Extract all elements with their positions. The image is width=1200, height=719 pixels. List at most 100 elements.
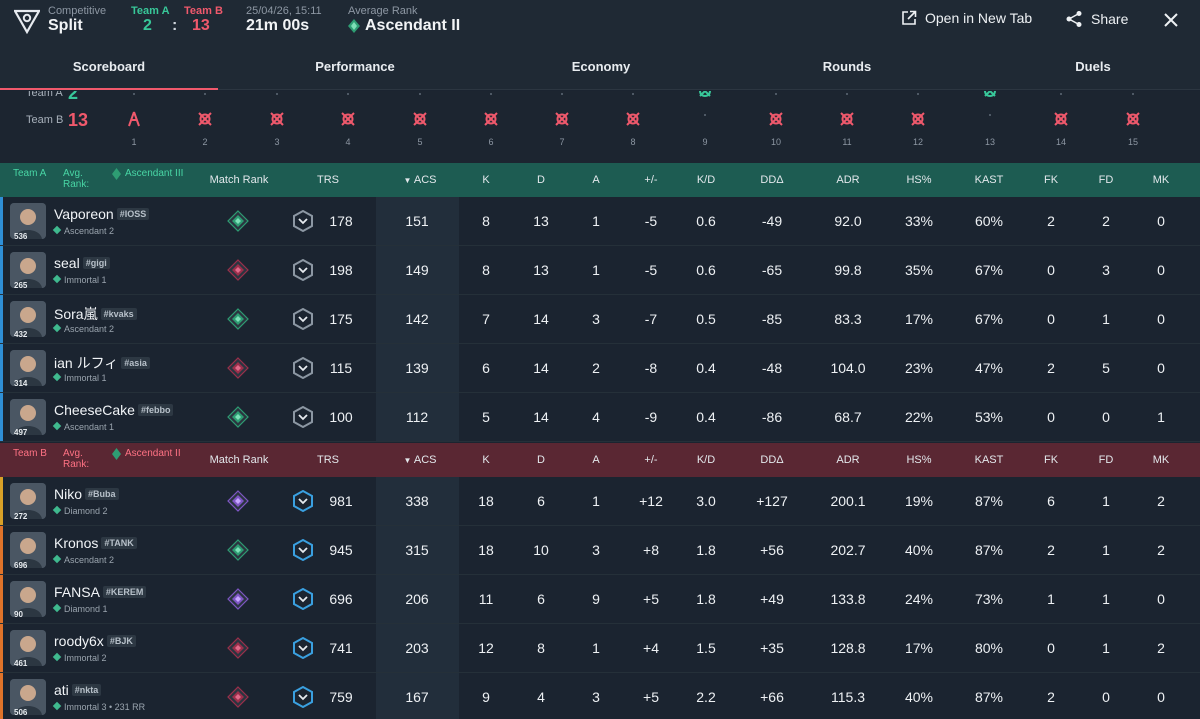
col-adr[interactable]: ADR	[836, 174, 860, 186]
player-name[interactable]: ati	[54, 682, 69, 698]
col-plus-minus[interactable]: +/-	[644, 174, 658, 186]
player-name-line[interactable]: Sora嵐 #kvaks	[54, 304, 137, 324]
agent-avatar[interactable]	[10, 252, 46, 288]
player-row[interactable]: 265 seal #gigi Immortal 1 198 149 8 13 1 -5 0.6 -65…	[0, 246, 1200, 295]
player-name[interactable]: Kronos	[54, 535, 99, 551]
col-mk[interactable]: MK	[1152, 174, 1170, 186]
player-name[interactable]: ian ルフィ	[54, 355, 119, 371]
round-10[interactable]: 10	[761, 91, 791, 163]
round-4[interactable]: 4	[333, 91, 363, 163]
player-row[interactable]: 696 Kronos #TANK Ascendant 2 945 315 18 10 3 +8 1.…	[0, 526, 1200, 575]
agent-avatar[interactable]	[10, 532, 46, 568]
agent-avatar[interactable]	[10, 301, 46, 337]
player-row[interactable]: 314 ian ルフィ #asia Immortal 1 115 139 6 14 2 -8 0.4…	[0, 344, 1200, 393]
player-row[interactable]: 536 Vaporeon #IOSS Ascendant 2 178 151 8 13 1 -5 0…	[0, 197, 1200, 246]
agent-avatar[interactable]	[10, 203, 46, 239]
col-a[interactable]: A	[592, 174, 600, 186]
col-plus-minus[interactable]: +/-	[644, 454, 658, 466]
round-7[interactable]: 7	[547, 91, 577, 163]
player-row[interactable]: 506 ati #nkta Immortal 3 • 231 RR 759 167 9 4 3 +…	[0, 673, 1200, 719]
round-13[interactable]: 13	[975, 91, 1005, 163]
col-hs[interactable]: HS%	[906, 174, 932, 186]
tab-performance[interactable]: Performance	[315, 59, 395, 74]
stat-fd: 1	[1102, 493, 1110, 509]
round-8[interactable]: 8	[618, 91, 648, 163]
open-new-tab-button[interactable]: Open in New Tab	[901, 10, 1032, 26]
player-row[interactable]: 90 FANSA #KEREM Diamond 1 696 206 11 6 9 +5 1.8 +49…	[0, 575, 1200, 624]
round-5[interactable]: 5	[405, 91, 435, 163]
col-fk[interactable]: FK	[1043, 454, 1059, 466]
round-9[interactable]: 9	[690, 91, 720, 163]
player-name[interactable]: Niko	[54, 486, 83, 502]
col-trs[interactable]: TRS	[317, 174, 339, 186]
player-name-line[interactable]: Vaporeon #IOSS	[54, 206, 150, 222]
agent-avatar[interactable]	[10, 399, 46, 435]
col-acs[interactable]: ▼ ACS	[400, 163, 440, 197]
share-button[interactable]: Share	[1065, 10, 1128, 28]
agent-avatar[interactable]	[10, 679, 46, 715]
player-name[interactable]: seal	[54, 255, 80, 271]
stat-adr: 128.8	[830, 640, 866, 656]
round-3[interactable]: 3	[262, 91, 292, 163]
player-name-line[interactable]: Kronos #TANK	[54, 535, 137, 551]
stat-hs: 19%	[904, 493, 934, 509]
col-dd[interactable]: DDΔ	[760, 174, 784, 186]
col-fd[interactable]: FD	[1098, 174, 1114, 186]
player-name-line[interactable]: seal #gigi	[54, 255, 110, 271]
col-kd[interactable]: K/D	[696, 454, 716, 466]
round-number: 6	[488, 137, 494, 147]
agent-avatar[interactable]	[10, 483, 46, 519]
col-k[interactable]: K	[482, 454, 490, 466]
player-name[interactable]: Sora嵐	[54, 306, 98, 322]
stat-pm: -8	[644, 360, 658, 376]
player-name[interactable]: Vaporeon	[54, 206, 114, 222]
col-k[interactable]: K	[482, 174, 490, 186]
player-row[interactable]: 272 Niko #Buba Diamond 2 981 338 18 6 1 +12 3.0 +12…	[0, 477, 1200, 526]
agent-avatar[interactable]	[10, 630, 46, 666]
tab-rounds[interactable]: Rounds	[822, 59, 872, 74]
round-6[interactable]: 6	[476, 91, 506, 163]
round-14[interactable]: 14	[1046, 91, 1076, 163]
col-match-rank[interactable]: Match Rank	[209, 454, 269, 466]
round-1[interactable]: 1	[119, 91, 149, 163]
round-2[interactable]: 2	[190, 91, 220, 163]
col-kast[interactable]: KAST	[974, 174, 1004, 186]
player-name-line[interactable]: roody6x #BJK	[54, 633, 136, 649]
agent-avatar[interactable]	[10, 350, 46, 386]
col-a[interactable]: A	[592, 454, 600, 466]
agent-avatar[interactable]	[10, 581, 46, 617]
col-hs[interactable]: HS%	[906, 454, 932, 466]
player-name-line[interactable]: CheeseCake #febbo	[54, 402, 174, 418]
col-acs[interactable]: ▼ ACS	[400, 443, 440, 477]
stat-pm: +12	[639, 493, 663, 509]
col-kast[interactable]: KAST	[974, 454, 1004, 466]
col-adr[interactable]: ADR	[836, 454, 860, 466]
tab-economy[interactable]: Economy	[571, 59, 631, 74]
player-row[interactable]: 432 Sora嵐 #kvaks Ascendant 2 175 142 7 14 3 -7 0.5…	[0, 295, 1200, 344]
col-d[interactable]: D	[537, 454, 545, 466]
round-11[interactable]: 11	[832, 91, 862, 163]
col-d[interactable]: D	[537, 174, 545, 186]
tab-scoreboard[interactable]: Scoreboard	[0, 44, 218, 90]
col-fk[interactable]: FK	[1043, 174, 1059, 186]
player-name-line[interactable]: FANSA #KEREM	[54, 584, 147, 600]
col-mk[interactable]: MK	[1152, 454, 1170, 466]
player-name-line[interactable]: Niko #Buba	[54, 486, 119, 502]
col-fd[interactable]: FD	[1098, 454, 1114, 466]
round-12[interactable]: 12	[903, 91, 933, 163]
tab-duels[interactable]: Duels	[1075, 59, 1111, 74]
player-name[interactable]: roody6x	[54, 633, 104, 649]
col-trs[interactable]: TRS	[317, 454, 339, 466]
col-match-rank[interactable]: Match Rank	[209, 174, 269, 186]
close-icon[interactable]	[1164, 13, 1178, 27]
player-row[interactable]: 497 CheeseCake #febbo Ascendant 1 100 112 5 14 4…	[0, 393, 1200, 442]
round-number: 8	[630, 137, 636, 147]
player-name-line[interactable]: ian ルフィ #asia	[54, 353, 150, 373]
player-row[interactable]: 461 roody6x #BJK Immortal 2 741 203 12 8 1 +4 1.5 +…	[0, 624, 1200, 673]
player-name[interactable]: FANSA	[54, 584, 100, 600]
col-kd[interactable]: K/D	[696, 174, 716, 186]
player-name[interactable]: CheeseCake	[54, 402, 135, 418]
player-name-line[interactable]: ati #nkta	[54, 682, 102, 698]
col-dd[interactable]: DDΔ	[760, 454, 784, 466]
round-15[interactable]: 15	[1118, 91, 1148, 163]
